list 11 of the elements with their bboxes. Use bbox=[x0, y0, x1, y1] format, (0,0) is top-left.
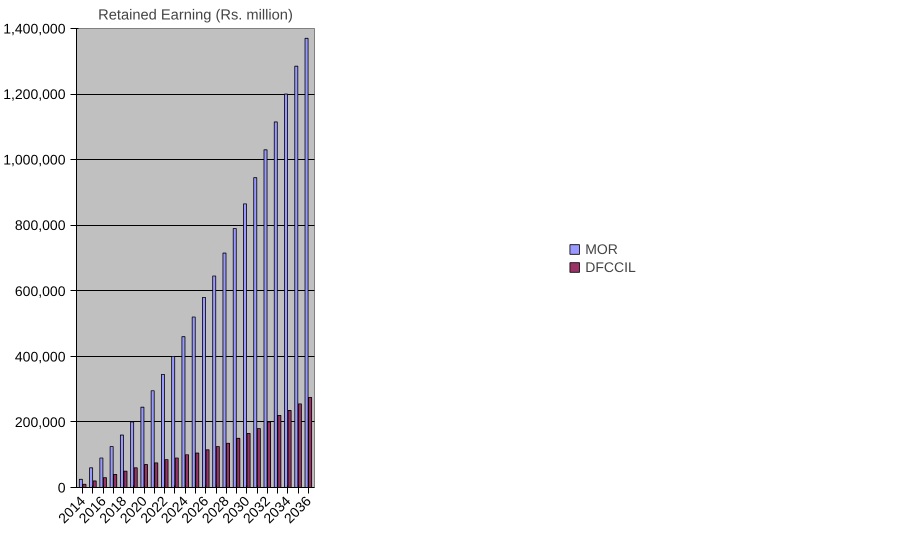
legend-label: DFCCIL bbox=[585, 258, 636, 274]
chart-title: Retained Earning (Rs. million) bbox=[98, 8, 293, 24]
y-tick-label: 0 bbox=[58, 480, 66, 496]
y-tick-label: 600,000 bbox=[14, 282, 66, 299]
y-tick-label: 1,000,000 bbox=[3, 152, 66, 168]
y-tick-label: 200,000 bbox=[14, 414, 66, 430]
y-tick-label: 800,000 bbox=[14, 217, 66, 234]
y-tick-label: 1,400,000 bbox=[3, 20, 66, 36]
y-tick-label: 1,200,000 bbox=[3, 86, 66, 102]
legend-label: MOR bbox=[585, 240, 618, 256]
y-tick-label: 400,000 bbox=[14, 348, 66, 364]
